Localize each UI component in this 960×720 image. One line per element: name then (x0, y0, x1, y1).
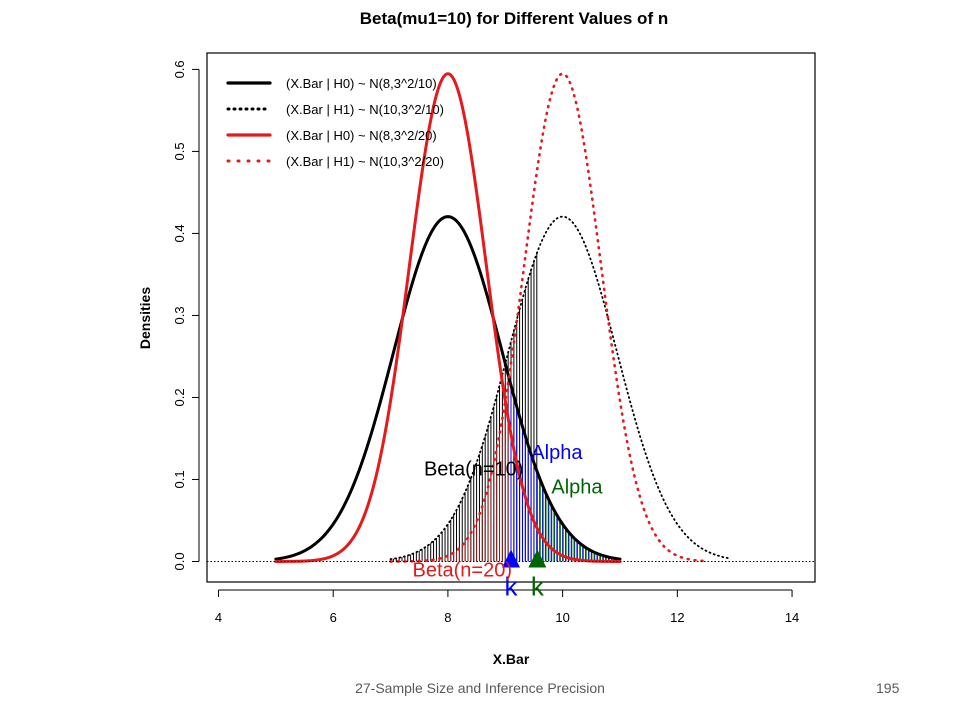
axes: Beta(mu1=10) for Different Values of n X.… (137, 9, 816, 667)
density-curve-2 (389, 215, 730, 561)
x-axis-label: X.Bar (493, 651, 530, 667)
shaded-regions (390, 253, 621, 562)
y-tick-label: 0.0 (172, 552, 187, 570)
legend-label: (X.Bar | H1) ~ N(10,3^2/20) (286, 154, 444, 169)
density-curve-4 (389, 72, 708, 563)
y-axis-label: Densities (137, 287, 153, 349)
legend-label: (X.Bar | H0) ~ N(8,3^2/20) (286, 128, 437, 143)
x-tick-label: 6 (330, 610, 337, 625)
annotation-label: Alpha (551, 476, 603, 498)
critical-value-triangle (528, 549, 547, 568)
x-tick-label: 14 (785, 610, 799, 625)
legend-label: (X.Bar | H0) ~ N(8,3^2/10) (286, 76, 437, 91)
annotations: Beta(n=10) Beta(n=20) Alpha Alpha (412, 442, 603, 581)
shaded-region (510, 385, 621, 562)
critical-value-triangle (502, 549, 520, 568)
legend-label: (X.Bar | H1) ~ N(10,3^2/10) (286, 102, 444, 117)
y-tick-label: 0.5 (172, 142, 187, 160)
shaded-region (390, 253, 538, 562)
chart-title: Beta(mu1=10) for Different Values of n (360, 9, 668, 28)
plot-frame (206, 52, 816, 583)
density-curve-3 (274, 72, 622, 563)
density-curves (274, 72, 730, 563)
x-tick-label: 8 (444, 610, 451, 625)
x-tick-label: 4 (215, 610, 222, 625)
annotation-label: Beta(n=10) (424, 458, 524, 480)
y-tick-label: 0.3 (172, 306, 187, 324)
x-tick-label: 10 (555, 610, 569, 625)
y-tick-label: 0.2 (172, 388, 187, 406)
legend: (X.Bar | H0) ~ N(8,3^2/10) (X.Bar | H1) ~… (226, 76, 444, 169)
density-curve-1 (274, 215, 622, 561)
y-tick-label: 0.1 (172, 470, 187, 488)
critical-value-label: k (531, 571, 545, 601)
page-number: 195 (876, 680, 900, 696)
critical-value-label: k (505, 571, 519, 601)
footer-text: 27-Sample Size and Inference Precision (355, 680, 605, 696)
annotation-label: Beta(n=20) (412, 559, 512, 581)
annotation-label: Alpha (531, 442, 583, 464)
y-tick-label: 0.4 (172, 224, 187, 242)
x-tick-label: 12 (670, 610, 684, 625)
y-tick-label: 0.6 (172, 60, 187, 78)
